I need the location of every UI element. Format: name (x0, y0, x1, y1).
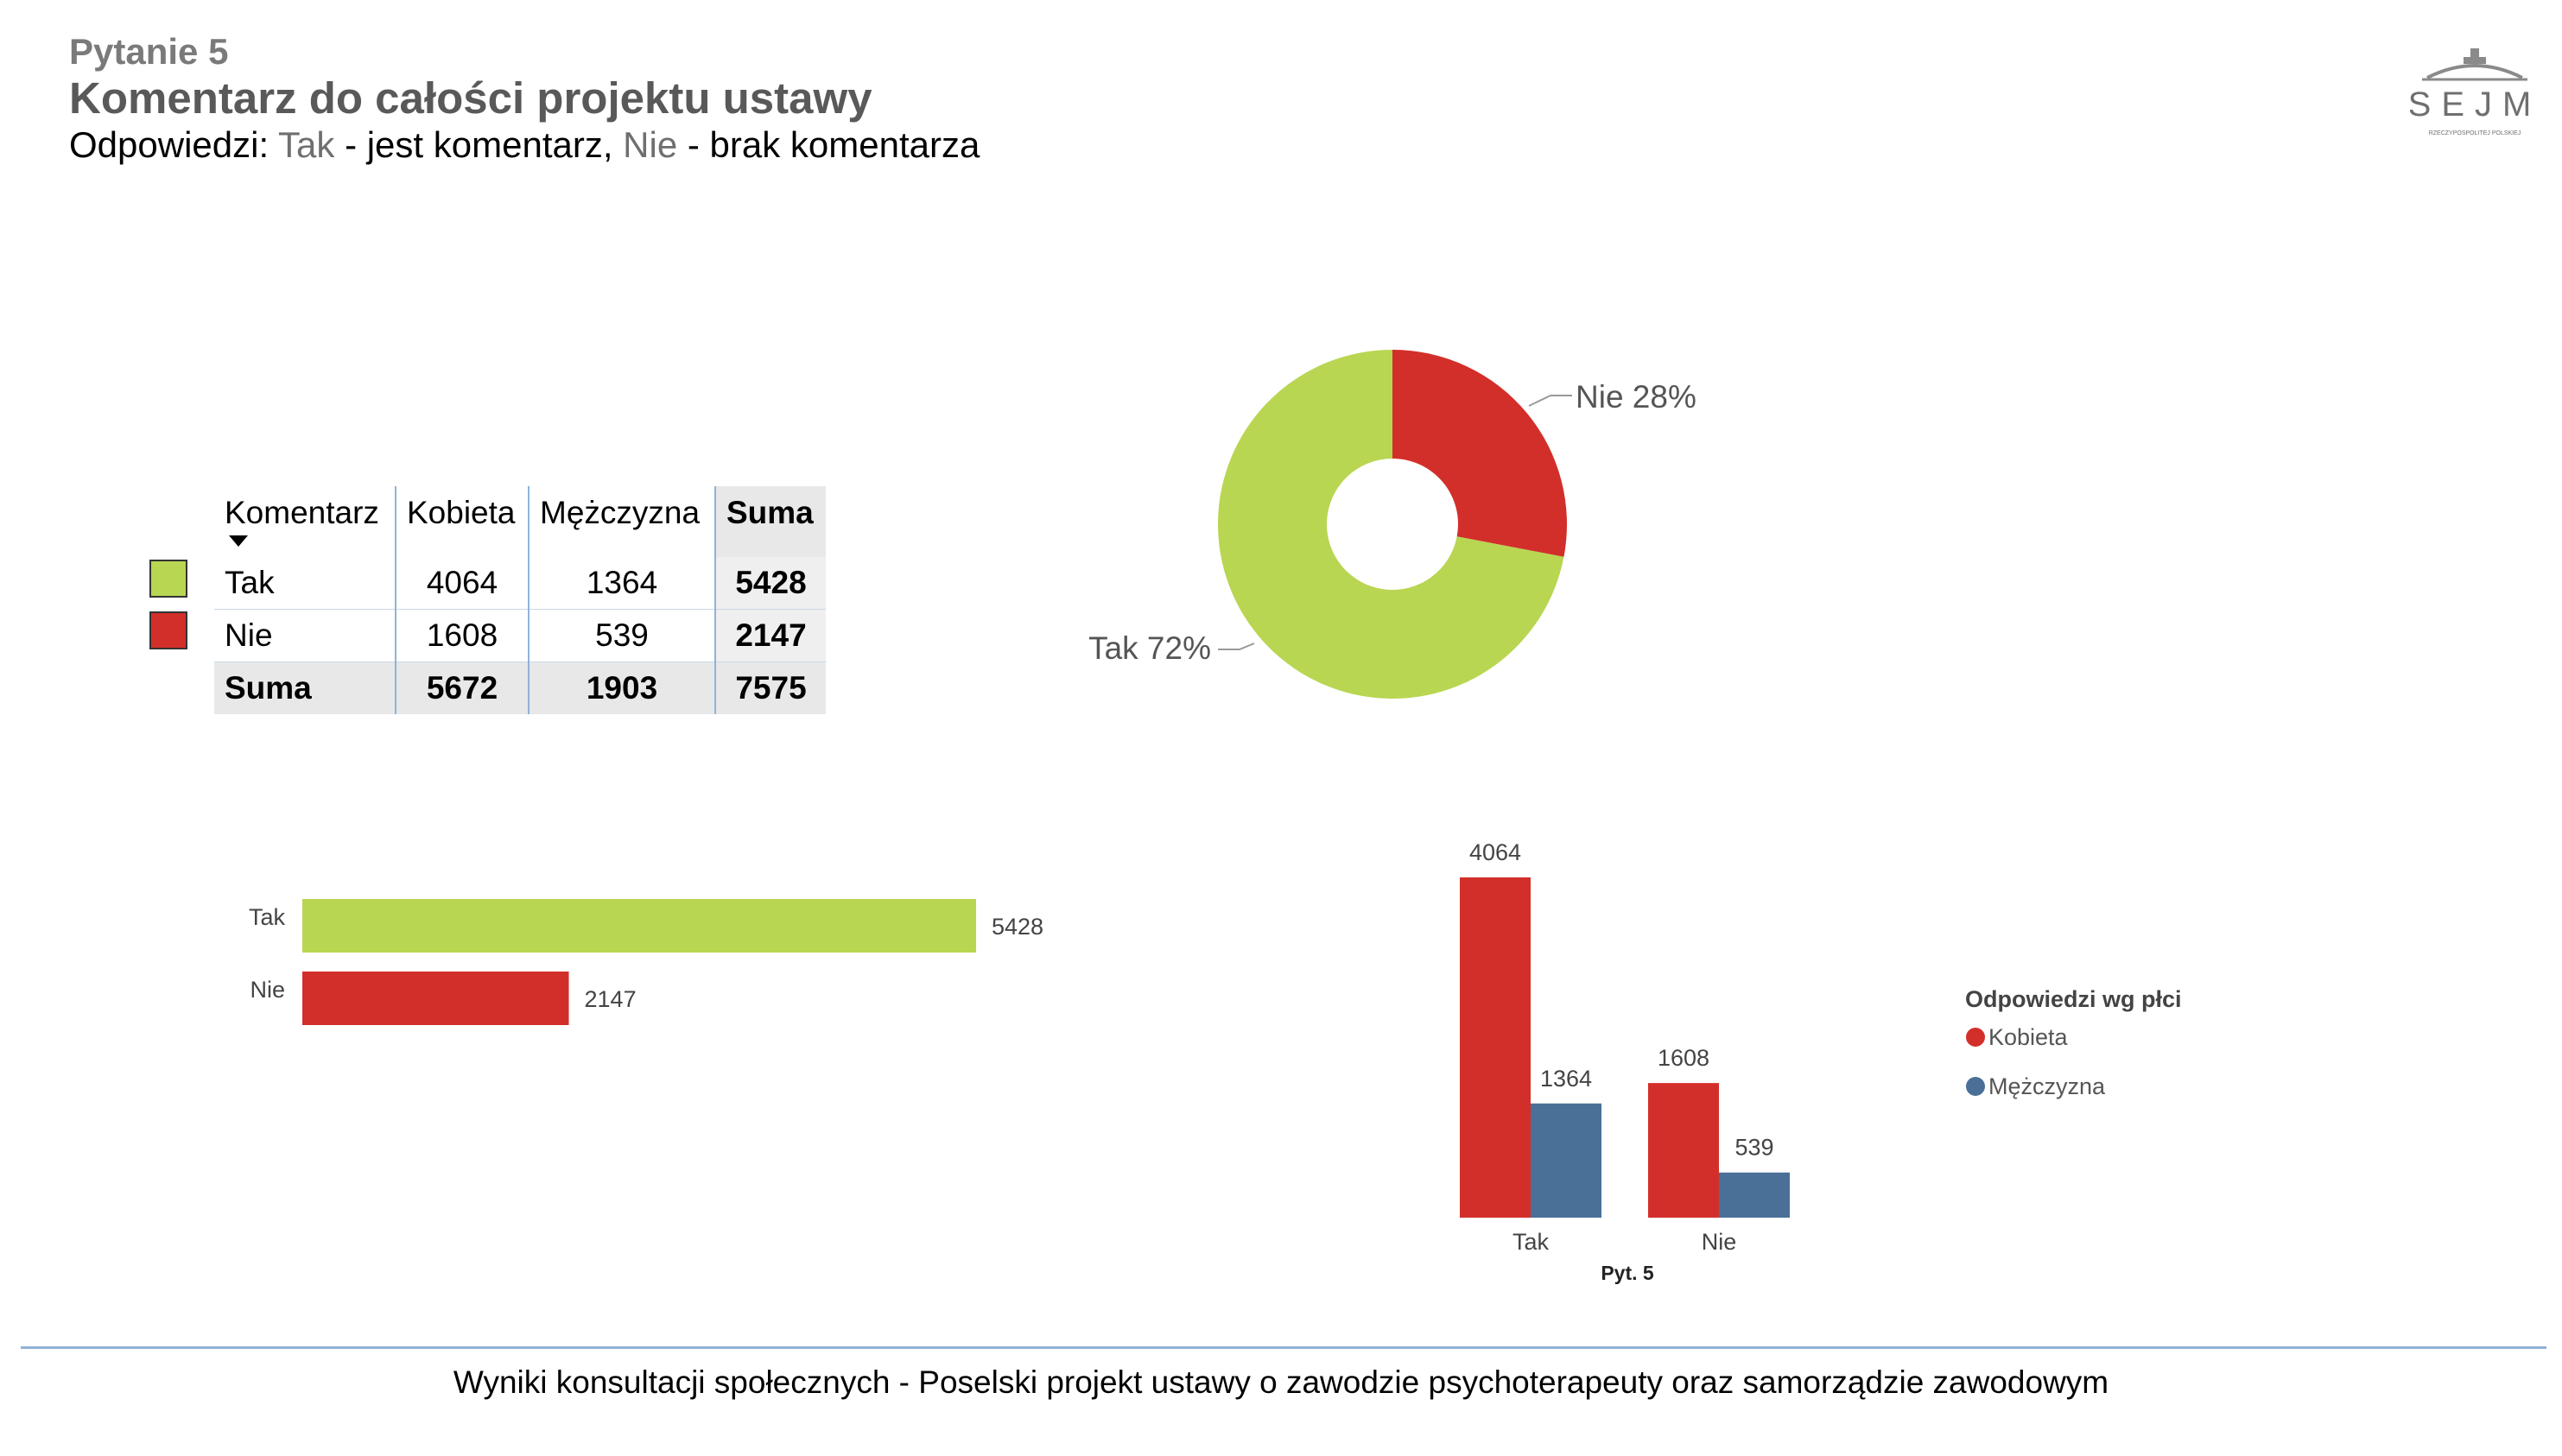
question-number: Pytanie 5 (69, 31, 229, 72)
slice-label-nie: Nie 28% (1576, 379, 1696, 415)
vbar-value-label: 4064 (1469, 839, 1521, 865)
donut-slice-nie (1392, 350, 1567, 557)
hbar-nie (302, 972, 569, 1025)
subtitle-prefix: Odpowiedzi: (69, 124, 279, 165)
vbar-value-label: 1364 (1540, 1066, 1592, 1092)
cell-mezczyzna: 539 (528, 609, 715, 662)
vbar-value-label: 1608 (1658, 1045, 1709, 1071)
header-mezczyzna: Mężczyzna (528, 486, 715, 557)
vbar-tak-mezczyzna (1531, 1103, 1601, 1218)
swatch-tak (149, 560, 187, 598)
row-label: Nie (214, 609, 396, 662)
row-label: Tak (214, 557, 396, 610)
page-subtitle: Odpowiedzi: Tak - jest komentarz, Nie - … (69, 124, 980, 166)
legend-label-mezczyzna: Mężczyzna (1988, 1073, 2106, 1099)
total-suma: 7575 (714, 662, 826, 714)
table-total-row: Suma 5672 1903 7575 (214, 662, 826, 714)
sejm-logo: SEJM RZECZYPOSPOLITEJ POLSKIEJ (2410, 48, 2540, 136)
slice-label-tak: Tak 72% (1088, 630, 1211, 666)
vbar-category-label: Tak (1512, 1229, 1550, 1255)
total-kobieta: 5672 (395, 662, 529, 714)
cell-mezczyzna: 1364 (528, 557, 715, 610)
hbar-category-label: Nie (250, 977, 285, 1003)
table-header-row: Komentarz Kobieta Mężczyzna Suma (214, 486, 826, 557)
vbar-nie-mezczyzna (1719, 1172, 1790, 1218)
vbar-tak-kobieta (1460, 877, 1531, 1218)
cell-suma: 5428 (714, 557, 826, 610)
logo-text: SEJM (2410, 85, 2540, 123)
total-label: Suma (214, 662, 396, 714)
footer-text: Wyniki konsultacji społecznych - Poselsk… (453, 1364, 2109, 1400)
x-axis-label: Pyt. 5 (1601, 1262, 1654, 1284)
header-komentarz[interactable]: Komentarz (225, 495, 379, 530)
subtitle-nie: Nie (623, 124, 678, 165)
donut-chart: Nie 28% Tak 72% (1088, 349, 1696, 699)
hbar-tak (302, 899, 976, 953)
subtitle-tak: Tak (278, 124, 335, 165)
sort-arrow-icon[interactable] (229, 535, 248, 547)
subtitle-mid: - jest komentarz, (334, 124, 624, 165)
subtitle-suffix: - brak komentarza (677, 124, 980, 165)
logo-subtext: RZECZYPOSPOLITEJ POLSKIEJ (2429, 130, 2521, 136)
header-kobieta: Kobieta (395, 486, 529, 557)
table-row: Tak 4064 1364 5428 (214, 557, 826, 610)
legend-marker-kobieta (1966, 1028, 1985, 1047)
grouped-bar-chart: 4064 1364 1608 539 Tak Nie Pyt. 5 Odpowiedz… (1460, 839, 2182, 1284)
header-suma: Suma (714, 486, 826, 557)
table-row: Nie 1608 539 2147 (214, 609, 826, 662)
vbar-value-label: 539 (1734, 1135, 1773, 1161)
legend-label-kobieta: Kobieta (1988, 1024, 2069, 1050)
cell-kobieta: 4064 (395, 557, 529, 610)
footer-divider (21, 1346, 2546, 1349)
results-table: Komentarz Kobieta Mężczyzna Suma Tak 406… (214, 486, 826, 714)
hbar-value-label: 5428 (992, 914, 1043, 940)
legend-marker-mezczyzna (1966, 1077, 1985, 1096)
cell-suma: 2147 (714, 609, 826, 662)
donut-slice-tak (1217, 349, 1564, 699)
hbar-value-label: 2147 (585, 986, 637, 1012)
vbar-category-label: Nie (1702, 1229, 1737, 1255)
legend-title: Odpowiedzi wg płci (1965, 986, 2182, 1012)
cell-kobieta: 1608 (395, 609, 529, 662)
page-title: Komentarz do całości projektu ustawy (69, 73, 872, 123)
swatch-nie (149, 611, 187, 649)
horizontal-bar-chart: Tak Nie 5428 2147 (249, 899, 1043, 1025)
vbar-nie-kobieta (1648, 1083, 1719, 1218)
total-mezczyzna: 1903 (528, 662, 715, 714)
hbar-category-label: Tak (249, 904, 286, 930)
